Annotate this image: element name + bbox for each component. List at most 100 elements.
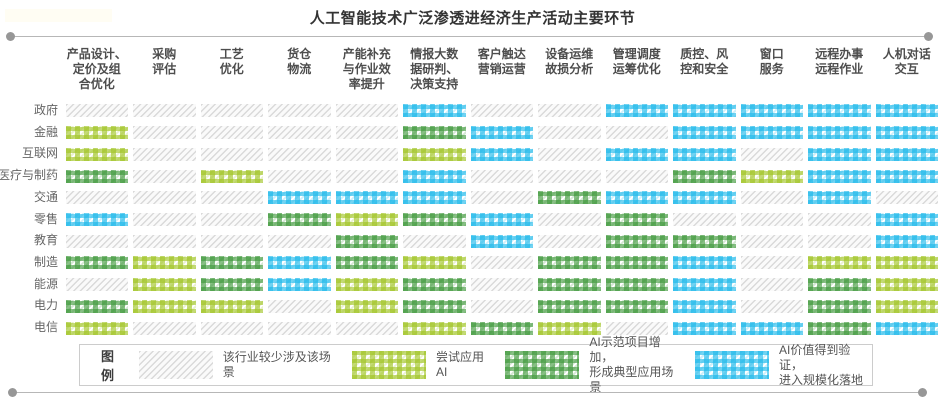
matrix-cell [671, 187, 739, 209]
cell-band-level-0 [133, 321, 196, 335]
cell-band-level-0 [538, 126, 601, 140]
row-label: 电信 [33, 320, 58, 335]
matrix-cell [603, 317, 671, 339]
cell-band-level-0 [875, 191, 938, 205]
matrix-cell [401, 274, 469, 296]
matrix-cell [603, 230, 671, 252]
cell-band-level-0 [605, 169, 668, 183]
matrix-cell [333, 252, 401, 274]
cell-band-level-2 [268, 212, 331, 226]
matrix-cell [333, 122, 401, 144]
legend-label: 该行业较少涉及该场景 [222, 350, 331, 379]
cell-band-level-3 [268, 278, 331, 292]
matrix-cell [63, 100, 131, 122]
cell-band-level-0 [268, 104, 331, 118]
cell-band-level-0 [65, 234, 128, 248]
legend-item: AI价值得到验证， 进入规模化落地 [695, 343, 872, 388]
matrix-cell [468, 187, 536, 209]
matrix-cell [266, 143, 334, 165]
grid-corner [0, 45, 63, 100]
cell-band-level-0 [200, 126, 263, 140]
cell-band-level-1 [133, 299, 196, 313]
column-header: 工艺 优化 [219, 47, 244, 76]
matrix-cell [738, 122, 806, 144]
cell-band-level-3 [740, 126, 803, 140]
legend-swatch-level-0 [138, 351, 213, 379]
matrix-cell [806, 295, 874, 317]
cell-band-level-0 [740, 147, 803, 161]
cell-band-level-0 [65, 191, 128, 205]
column-header: 货仓 物流 [287, 47, 312, 76]
legend-item: AI示范项目增加， 形成典型应用场景 [505, 335, 683, 395]
cell-band-level-2 [65, 256, 128, 270]
matrix-cell [806, 230, 874, 252]
matrix-cell [63, 209, 131, 231]
column-header: 质控、风 控和安全 [680, 47, 729, 76]
matrix-cell [738, 187, 806, 209]
cell-band-level-3 [875, 321, 938, 335]
matrix-cell [738, 317, 806, 339]
matrix-cell [468, 252, 536, 274]
matrix-cell [63, 252, 131, 274]
cell-band-level-0 [133, 147, 196, 161]
matrix-cell [536, 317, 604, 339]
matrix-cell [266, 209, 334, 231]
matrix-cell [806, 187, 874, 209]
cell-band-level-3 [673, 321, 736, 335]
row-label: 医疗与制药 [0, 168, 58, 183]
matrix-cell [603, 100, 671, 122]
matrix-cell [873, 143, 941, 165]
cell-band-level-2 [605, 256, 668, 270]
column-header: 客户触达 营销运营 [477, 47, 526, 76]
cell-band-level-2 [538, 256, 601, 270]
row-label: 能源 [33, 276, 58, 291]
cell-band-level-1 [133, 278, 196, 292]
matrix-cell [738, 252, 806, 274]
cell-band-level-2 [200, 256, 263, 270]
matrix-cell [131, 165, 199, 187]
legend-swatch-level-3 [695, 351, 770, 379]
cell-band-level-0 [470, 169, 533, 183]
cell-band-level-0 [335, 147, 398, 161]
matrix-cell [266, 187, 334, 209]
matrix-cell [806, 317, 874, 339]
matrix-cell [873, 122, 941, 144]
matrix-cell [131, 187, 199, 209]
matrix-cell [266, 317, 334, 339]
cell-band-level-0 [470, 191, 533, 205]
cell-band-level-0 [268, 321, 331, 335]
cell-band-level-3 [470, 234, 533, 248]
matrix-cell [806, 100, 874, 122]
matrix-cell [266, 122, 334, 144]
cell-band-level-3 [673, 191, 736, 205]
cell-band-level-2 [470, 321, 533, 335]
cell-band-level-2 [538, 191, 601, 205]
matrix-cell [603, 165, 671, 187]
matrix-cell [873, 317, 941, 339]
cell-band-level-3 [875, 212, 938, 226]
matrix-cell [468, 165, 536, 187]
matrix-cell [603, 274, 671, 296]
column-header: 远程办事 远程作业 [815, 47, 864, 76]
cell-band-level-0 [470, 104, 533, 118]
matrix-cell [671, 122, 739, 144]
matrix-cell [873, 230, 941, 252]
matrix-cell [603, 295, 671, 317]
cell-band-level-0 [808, 212, 871, 226]
cell-band-level-3 [470, 212, 533, 226]
matrix-cell [198, 274, 266, 296]
rule-endpoint-dot [918, 387, 927, 397]
cell-band-level-2 [403, 126, 466, 140]
legend-title: 图例 [101, 349, 115, 383]
matrix-cell [806, 252, 874, 274]
cell-band-level-1 [403, 256, 466, 270]
column-header: 采购 评估 [152, 47, 177, 76]
matrix-cell [333, 165, 401, 187]
matrix-cell [536, 209, 604, 231]
column-header: 窗口 服务 [759, 47, 784, 76]
cell-band-level-0 [470, 278, 533, 292]
cell-band-level-3 [403, 169, 466, 183]
cell-band-level-0 [470, 299, 533, 313]
cell-band-level-0 [740, 299, 803, 313]
rule-endpoint-dot [8, 387, 17, 397]
